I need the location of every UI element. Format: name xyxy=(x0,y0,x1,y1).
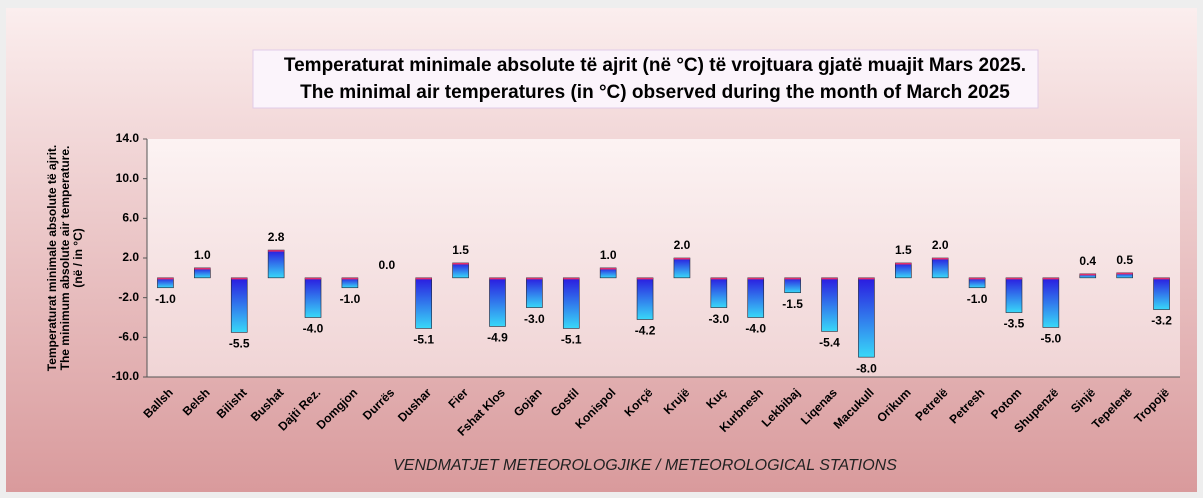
value-label: 2.0 xyxy=(674,238,691,252)
value-label: -5.1 xyxy=(561,333,582,347)
bar xyxy=(526,277,543,308)
value-label: 1.0 xyxy=(600,248,617,262)
x-axis-label: VENDMATJET METEOROLOGJIKE / METEOROLOGIC… xyxy=(393,457,897,474)
bar xyxy=(341,277,359,289)
bar xyxy=(1153,277,1170,310)
bar xyxy=(858,277,875,358)
value-label: -3.0 xyxy=(524,312,545,326)
value-label: 2.0 xyxy=(932,238,949,252)
bar xyxy=(157,277,174,289)
y-tick-label: -6.0 xyxy=(118,330,139,344)
y-tick-label: 14.0 xyxy=(116,131,140,145)
value-label: -3.0 xyxy=(708,312,729,326)
value-label: -3.2 xyxy=(1151,314,1172,328)
value-label: 0.4 xyxy=(1079,254,1096,268)
y-tick-label: 10.0 xyxy=(116,171,140,185)
bar xyxy=(1079,273,1097,279)
value-label: 1.5 xyxy=(895,243,912,257)
bar xyxy=(784,277,801,294)
bar xyxy=(673,257,691,279)
value-label: -8.0 xyxy=(856,361,877,375)
value-label: -1.0 xyxy=(967,292,988,306)
y-tick-label: 2.0 xyxy=(122,250,139,264)
bar xyxy=(267,249,285,279)
bar xyxy=(562,277,580,329)
plot-area xyxy=(147,139,1180,377)
bar xyxy=(931,257,949,279)
y-tick-label: -2.0 xyxy=(118,290,139,304)
bar xyxy=(1116,272,1133,279)
y-label-line: (në / in °C) xyxy=(71,228,85,287)
y-tick-label: 6.0 xyxy=(122,211,139,225)
bar xyxy=(304,277,322,318)
title-box xyxy=(252,49,1039,109)
bar xyxy=(895,262,912,279)
value-label: -4.9 xyxy=(487,331,508,345)
value-label: -3.5 xyxy=(1004,317,1025,331)
bar xyxy=(1005,277,1023,313)
y-label-line: The minimum absolute air temperature. xyxy=(58,146,72,371)
value-label: -5.0 xyxy=(1041,332,1062,346)
bar xyxy=(599,267,617,279)
y-tick-label: -10.0 xyxy=(112,369,140,383)
value-label: -1.0 xyxy=(340,292,361,306)
value-label: 1.5 xyxy=(452,243,469,257)
value-label: -4.2 xyxy=(635,324,656,338)
bar xyxy=(415,277,432,329)
bar xyxy=(968,277,986,289)
bar xyxy=(452,262,469,279)
bar xyxy=(821,277,838,332)
value-label: 0.5 xyxy=(1116,253,1133,267)
value-label: -1.0 xyxy=(155,292,176,306)
bar xyxy=(194,267,211,279)
bar xyxy=(1042,277,1060,328)
value-label: 1.0 xyxy=(194,248,211,262)
value-label: -4.0 xyxy=(303,322,324,336)
bar xyxy=(636,277,654,320)
bar xyxy=(747,277,765,318)
value-label: -4.0 xyxy=(745,322,766,336)
value-label: -1.5 xyxy=(782,297,803,311)
value-label: 0.0 xyxy=(378,258,395,272)
y-label-line: Temperaturat minimale absolute të ajrit. xyxy=(45,145,59,372)
y-axis-label: Temperaturat minimale absolute të ajrit.… xyxy=(45,145,85,372)
value-label: -5.5 xyxy=(229,337,250,351)
value-label: 2.8 xyxy=(268,230,285,244)
value-label: -5.1 xyxy=(413,333,434,347)
chart-title: Temperaturat minimale absolute të ajrit … xyxy=(284,55,1026,76)
bar xyxy=(489,277,506,327)
chart-subtitle: The minimal air temperatures (in °C) obs… xyxy=(300,82,1010,103)
bar xyxy=(230,277,248,333)
bar xyxy=(710,277,728,308)
value-label: -5.4 xyxy=(819,336,840,350)
